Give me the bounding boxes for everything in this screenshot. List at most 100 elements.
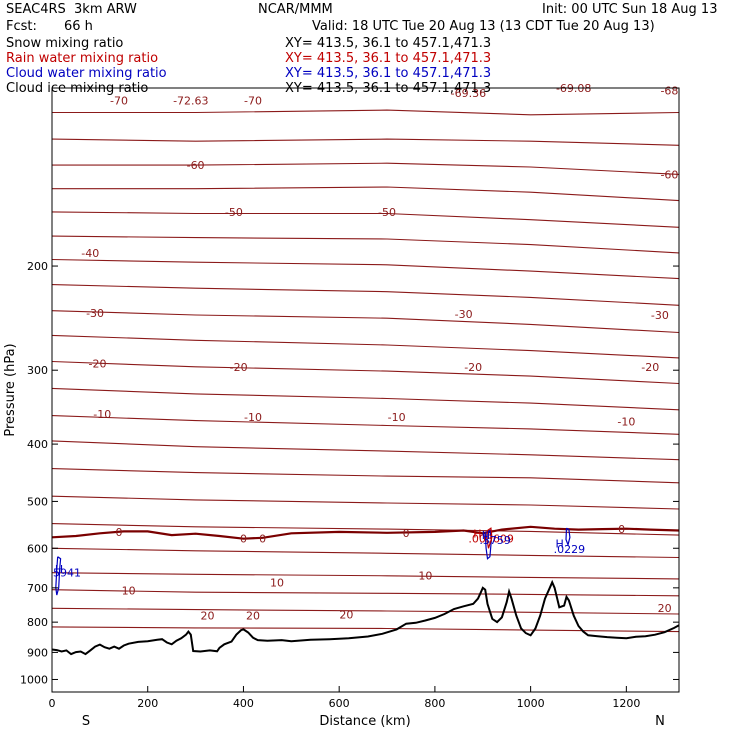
isotherm-line (51, 495, 680, 510)
maximum-annotation: .0229 (554, 543, 586, 556)
model-name: SEAC4RS 3km ARW (6, 2, 137, 17)
cloud-contour (484, 529, 493, 560)
south-label: S (82, 714, 90, 729)
isotherm-line (51, 360, 680, 385)
plot-frame (51, 87, 680, 693)
maximum-annotation: H (482, 529, 490, 542)
contour-label: 10 (270, 576, 284, 589)
y-tick-label: 800 (27, 616, 48, 629)
forecast-label: Fcst: (6, 19, 37, 34)
isotherm-line (51, 415, 680, 435)
y-tick-label: 600 (27, 542, 48, 555)
field-xy-cloud-water: XY= 413.5, 36.1 to 457.1,471.3 (285, 66, 492, 81)
contour-label: 0 (259, 533, 266, 546)
init-time: Init: 00 UTC Sun 18 Aug 13 (542, 2, 718, 17)
y-tick-label: 500 (27, 495, 48, 508)
contour-label: -20 (641, 361, 659, 374)
forecast-hour: 66 h (64, 19, 93, 34)
contour-label: -20 (88, 357, 106, 370)
x-tick-label: 1000 (517, 697, 545, 710)
contour-label: -50 (378, 206, 396, 219)
contour-label: -20 (230, 361, 248, 374)
field-name-rain: Rain water mixing ratio (6, 51, 159, 66)
y-tick-label: 300 (27, 364, 48, 377)
field-name-snow: Snow mixing ratio (6, 36, 124, 51)
contour-label: 0 (240, 533, 247, 546)
contour-label: 20 (246, 610, 260, 623)
isotherm-line (51, 468, 680, 484)
maximum-annotation: .003609 (468, 533, 513, 546)
contour-label: -10 (244, 411, 262, 424)
freezing-level (51, 525, 680, 540)
cloud-contour (565, 527, 571, 547)
cloud-contour (485, 527, 493, 549)
x-tick-label: 0 (49, 697, 56, 710)
contour-label: -70 (110, 95, 128, 108)
field-name-cloud-water: Cloud water mixing ratio (6, 66, 167, 81)
y-tick-label: 400 (27, 438, 48, 451)
contour-label: -60 (187, 159, 205, 172)
y-tick-label: 200 (27, 260, 48, 273)
contour-label: -30 (86, 307, 104, 320)
freezing-level-line (51, 525, 680, 540)
isotherm-line (51, 607, 680, 615)
contour-label: -10 (93, 408, 111, 421)
maximum-annotation: H (55, 563, 63, 576)
isotherm-line (51, 589, 680, 597)
isotherm-line (51, 626, 680, 633)
x-tick-label: 200 (137, 697, 158, 710)
isotherm-line (51, 310, 680, 334)
isotherm-line (51, 572, 680, 580)
y-axis-title: Pressure (hPa) (3, 343, 18, 436)
x-tick-label: 800 (424, 697, 445, 710)
terrain-line (51, 579, 680, 656)
isotherm-line (52, 186, 680, 202)
isotherm-line (51, 284, 680, 306)
contour-label: 10 (418, 569, 432, 582)
maximum-annotation: H (556, 537, 564, 550)
contour-label: 20 (658, 602, 672, 615)
isotherm-line (52, 162, 680, 175)
isotherm-line (51, 334, 680, 359)
contour-label: -68 (660, 85, 678, 98)
contour-label: -30 (651, 309, 669, 322)
contour-label: -69.36 (451, 87, 486, 100)
contour-label: 0 (618, 523, 625, 536)
cloud-contours (55, 527, 571, 596)
cloud-contour (55, 556, 62, 596)
valid-time: Valid: 18 UTC Tue 20 Aug 13 (13 CDT Tue … (312, 19, 655, 34)
organization: NCAR/MMM (258, 2, 333, 17)
contour-label: -20 (464, 361, 482, 374)
contour-label: 0 (403, 527, 410, 540)
isotherm-line (51, 138, 680, 146)
contour-label: -40 (81, 247, 99, 260)
contour-label: -72.63 (173, 95, 208, 108)
field-xy-rain: XY= 413.5, 36.1 to 457.1,471.3 (285, 51, 492, 66)
north-label: N (655, 714, 665, 729)
contour-label: 20 (201, 609, 215, 622)
contour-label: 10 (122, 584, 136, 597)
maximum-annotation: .3759 (479, 534, 511, 547)
isotherm-line (51, 258, 680, 280)
maximum-annotation: 5941 (53, 567, 81, 580)
isotherm-line (51, 440, 680, 461)
terrain (51, 579, 680, 656)
contour-label: -30 (455, 308, 473, 321)
contour-label: -10 (617, 415, 635, 428)
y-tick-label: 900 (27, 646, 48, 659)
contour-label: 20 (339, 608, 353, 621)
isotherm-line (51, 211, 680, 228)
y-tick-label: 700 (27, 582, 48, 595)
x-tick-label: 1200 (612, 697, 640, 710)
isotherm-line (51, 387, 680, 411)
x-tick-label: 400 (233, 697, 254, 710)
maximum-annotation: H (473, 528, 481, 541)
x-axis-title: Distance (km) (319, 714, 410, 729)
field-xy-snow: XY= 413.5, 36.1 to 457.1,471.3 (285, 36, 492, 51)
contour-labels: -70 -72.63 -70-69.36 -69.08 -68-60-60-50 -50-… (81, 82, 678, 623)
isotherm-line (51, 235, 680, 254)
contour-label: 0 (116, 526, 123, 539)
y-tick-label: 1000 (20, 673, 48, 686)
